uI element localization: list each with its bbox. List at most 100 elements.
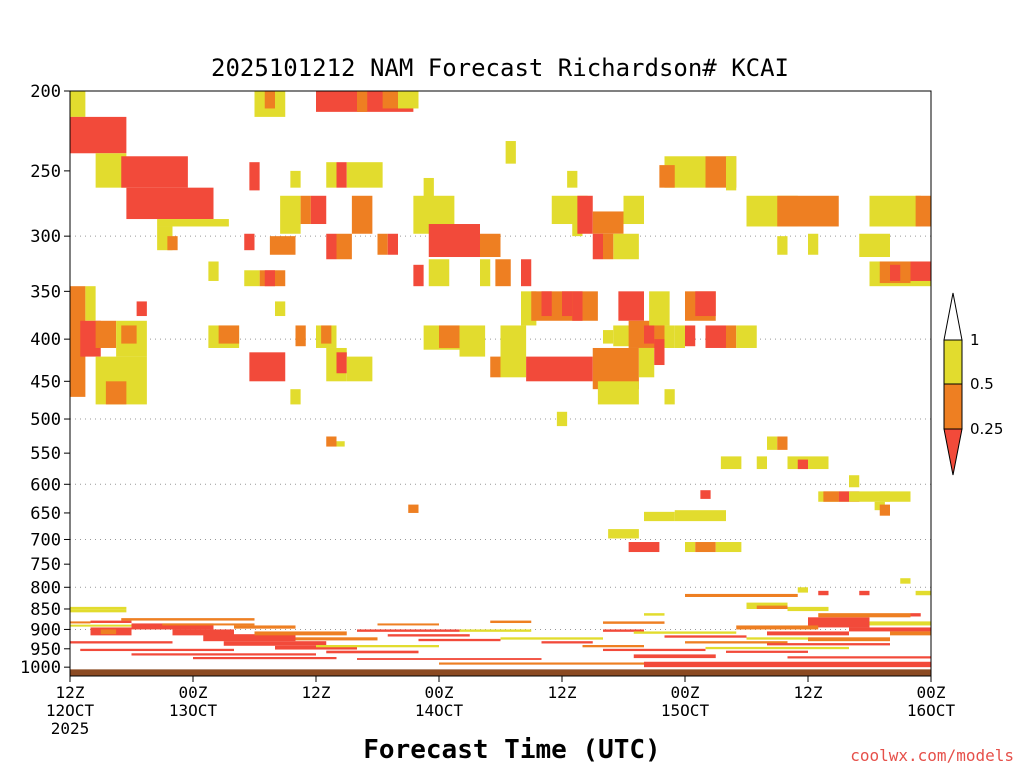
- heatmap-cell: [70, 606, 127, 610]
- heatmap-cell: [664, 325, 675, 348]
- y-tick-label-750: 750: [30, 555, 61, 575]
- heatmap-cell: [603, 233, 614, 260]
- y-tick-label-850: 850: [30, 600, 61, 620]
- color-legend: 1 0.5 0.25: [943, 292, 1003, 476]
- heatmap-cell: [336, 233, 352, 260]
- heatmap-cell: [105, 381, 127, 405]
- heatmap-cell: [746, 637, 808, 640]
- watermark: coolwx.com/models: [850, 746, 1014, 765]
- heatmap-cell: [644, 613, 665, 616]
- heatmap-cells: [70, 91, 931, 668]
- heatmap-cell: [295, 637, 378, 641]
- heatmap-cell: [423, 177, 434, 199]
- heatmap-cell: [808, 456, 829, 470]
- heatmap-cell: [269, 236, 296, 255]
- heatmap-cell: [767, 631, 849, 636]
- heatmap-cell: [382, 91, 398, 109]
- heatmap-cell: [121, 618, 255, 621]
- x-tick-label: 00Z: [179, 683, 208, 702]
- heatmap-cell: [567, 170, 578, 188]
- heatmap-cell: [310, 195, 327, 225]
- legend-label-1: 1: [970, 331, 980, 349]
- heatmap-cell: [859, 233, 890, 258]
- heatmap-cell: [193, 656, 337, 660]
- heatmap-cell: [336, 352, 347, 374]
- heatmap-cell: [300, 195, 311, 225]
- heatmap-cell: [633, 631, 737, 634]
- heatmap-cell: [644, 325, 655, 344]
- heatmap-cell: [234, 625, 296, 629]
- heatmap-cell: [131, 623, 214, 630]
- legend-label-0.25: 0.25: [970, 420, 1003, 438]
- heatmap-cell: [705, 646, 849, 650]
- heatmap-cell: [818, 590, 829, 596]
- heatmap-cell: [685, 641, 788, 644]
- ground-layer: [70, 667, 931, 676]
- heatmap-cell: [705, 325, 726, 348]
- heatmap-cell: [879, 504, 890, 516]
- heatmap-cell: [408, 504, 419, 513]
- heatmap-cell: [70, 609, 127, 613]
- heatmap-cell: [295, 325, 306, 347]
- heatmap-cell: [500, 325, 527, 378]
- heatmap-cell: [121, 325, 137, 344]
- heatmap-cell: [167, 236, 178, 251]
- heatmap-cell: [715, 542, 742, 553]
- heatmap-cell: [439, 325, 460, 348]
- legend-label-0.5: 0.5: [970, 375, 994, 393]
- x-tick-label: 00Z: [917, 683, 946, 702]
- heatmap-cell: [633, 654, 716, 659]
- heatmap-cell: [823, 491, 839, 502]
- heatmap-cell: [808, 233, 819, 255]
- heatmap-cell: [900, 578, 911, 584]
- heatmap-cell: [654, 339, 665, 366]
- legend-bin-0.25-0.5: [943, 383, 963, 430]
- heatmap-cell: [613, 233, 639, 260]
- y-tick-label-450: 450: [30, 372, 61, 392]
- heatmap-cell: [249, 352, 286, 382]
- heatmap-cell: [808, 637, 890, 642]
- y-tick-label-200: 200: [30, 82, 61, 102]
- y-tick-label-500: 500: [30, 410, 61, 430]
- y-tick-label-350: 350: [30, 282, 61, 302]
- heatmap-cell: [398, 91, 419, 109]
- y-tick-label-700: 700: [30, 530, 61, 550]
- heatmap-cell: [664, 635, 747, 638]
- heatmap-cell: [490, 620, 532, 624]
- heatmap-cell: [869, 195, 921, 227]
- heatmap-cell: [290, 389, 301, 405]
- x-tick-label: 2025: [51, 719, 90, 738]
- heatmap-cell: [720, 456, 742, 470]
- heatmap-cell: [541, 641, 593, 644]
- heatmap-cell: [603, 648, 706, 652]
- heatmap-cell: [280, 195, 301, 234]
- heatmap-cell: [787, 606, 829, 612]
- heatmap-cell: [70, 286, 86, 397]
- heatmap-cell: [480, 259, 491, 287]
- heatmap-cell: [131, 653, 316, 656]
- heatmap-cell: [700, 490, 711, 499]
- heatmap-cell: [915, 590, 931, 596]
- heatmap-cell: [357, 629, 460, 632]
- legend-bin-0.5-1: [943, 339, 963, 385]
- heatmap-cell: [357, 91, 368, 112]
- heatmap-cell: [351, 195, 373, 234]
- heatmap-cell: [777, 195, 839, 227]
- heatmap-cell: [336, 441, 345, 447]
- heatmap-cell: [618, 291, 644, 321]
- heatmap-cell: [346, 162, 383, 188]
- heatmap-cell: [603, 330, 614, 344]
- heatmap-cell: [526, 356, 593, 382]
- heatmap-cell: [869, 621, 931, 626]
- heatmap-cell: [505, 141, 516, 164]
- heatmap-cell: [70, 91, 86, 117]
- ground-fill: [70, 668, 931, 676]
- heatmap-cell: [172, 629, 234, 636]
- heatmap-cell: [608, 529, 639, 539]
- heatmap-cell: [685, 542, 696, 553]
- heatmap-cell: [736, 325, 757, 348]
- y-tick-label-300: 300: [30, 227, 61, 247]
- heatmap-cell: [70, 641, 173, 644]
- heatmap-cell: [208, 261, 219, 281]
